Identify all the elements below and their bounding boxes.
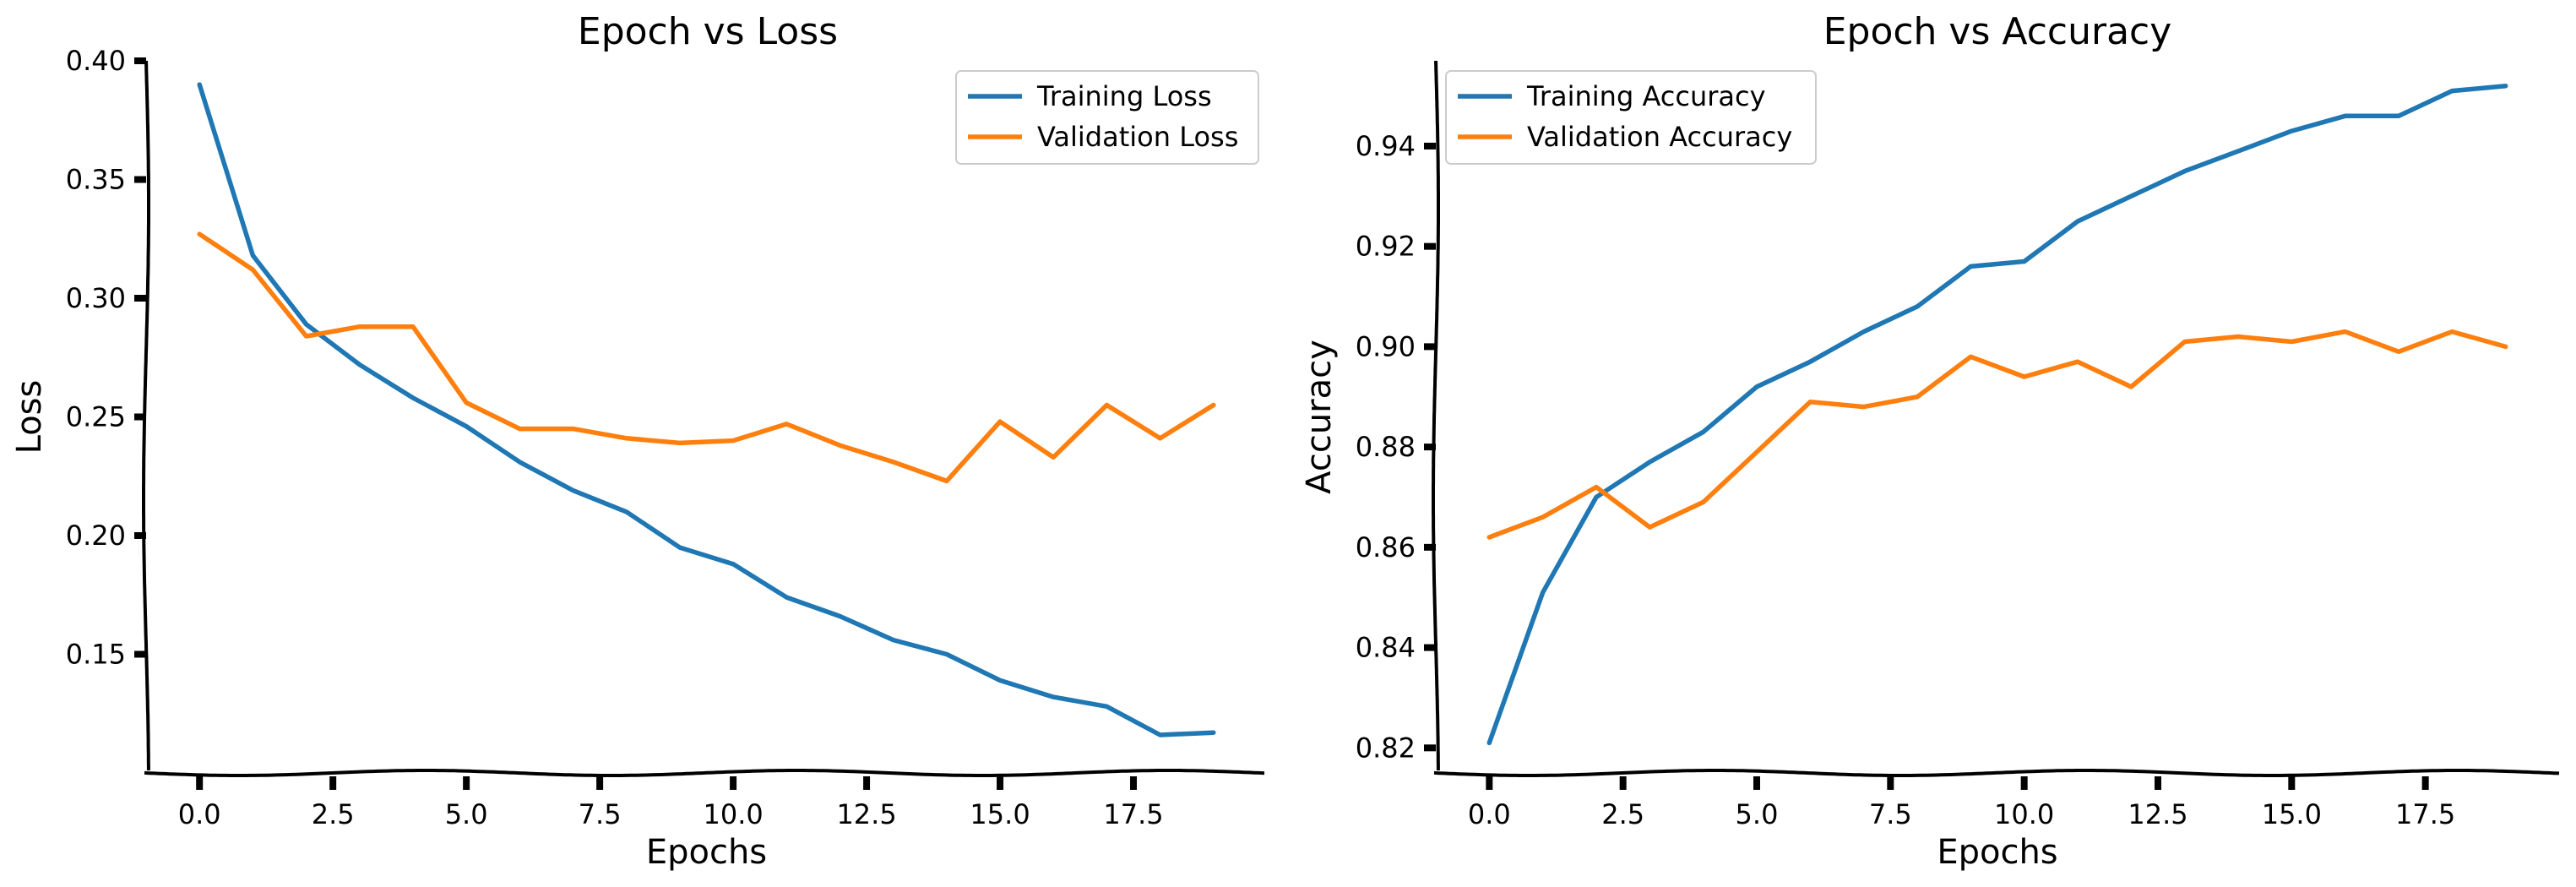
y-tick-label: 0.90 [1356, 330, 1416, 362]
x-axis-spine [144, 769, 1265, 777]
y-tick-label: 0.92 [1356, 231, 1416, 263]
y-axis-label: Loss [10, 380, 49, 454]
series-line-training-accuracy [1486, 83, 2508, 746]
y-tick-label: 0.25 [66, 401, 126, 433]
x-axis-label: Epochs [1937, 833, 2057, 872]
chart-loss: Epoch vs Loss 0.15 0.20 0.25 0.30 0.35 0.40 0.0… [10, 10, 1265, 872]
legend: Training Accuracy Validation Accuracy [1445, 70, 1817, 165]
x-tick-label: 0.0 [1468, 798, 1511, 830]
legend: Training Loss Validation Loss [955, 70, 1259, 165]
y-axis-label: Accuracy [1300, 340, 1339, 494]
x-tick-label: 12.5 [836, 798, 896, 830]
legend-label: Training Accuracy [1526, 80, 1766, 112]
x-tick-label: 0.0 [178, 798, 221, 830]
chart-accuracy: Epoch vs Accuracy 0.82 0.84 0.86 0.88 0.90 0.9… [1300, 10, 2560, 872]
x-axis-spine [1433, 769, 2560, 777]
y-tick-label: 0.15 [66, 639, 126, 671]
legend-box [955, 70, 1259, 165]
y-tick-label: 0.40 [66, 45, 126, 77]
legend-box [1445, 70, 1817, 165]
x-tick-label: 17.5 [1103, 798, 1163, 830]
chart-title: Epoch vs Accuracy [1823, 10, 2172, 53]
x-tick-label: 5.0 [1736, 798, 1779, 830]
y-tick-label: 0.94 [1356, 130, 1416, 162]
x-tick-label: 15.0 [970, 798, 1030, 830]
y-axis-spine [1432, 60, 1440, 770]
x-tick-label: 15.0 [2262, 798, 2322, 830]
x-tick-label: 5.0 [445, 798, 488, 830]
legend-label: Training Loss [1036, 80, 1212, 112]
series-line-validation-loss [197, 231, 1216, 484]
y-tick-label: 0.20 [66, 520, 126, 552]
x-tick-label: 12.5 [2128, 798, 2187, 830]
x-axis-label: Epochs [646, 833, 767, 872]
y-tick-label: 0.35 [66, 164, 126, 196]
x-tick-label: 2.5 [312, 798, 355, 830]
x-tick-label: 17.5 [2395, 798, 2455, 830]
series-line-validation-accuracy [1486, 329, 2508, 540]
legend-label: Validation Accuracy [1527, 121, 1792, 153]
x-tick-label: 7.5 [1869, 798, 1912, 830]
y-tick-label: 0.88 [1356, 431, 1416, 463]
legend-label: Validation Loss [1037, 121, 1238, 153]
series-line-training-loss [197, 82, 1216, 737]
x-tick-label: 2.5 [1601, 798, 1644, 830]
y-tick-label: 0.84 [1356, 632, 1416, 664]
y-tick-label: 0.86 [1356, 531, 1416, 563]
chart-title: Epoch vs Loss [578, 10, 838, 53]
y-tick-label: 0.30 [66, 282, 126, 314]
x-tick-label: 10.0 [1994, 798, 2054, 830]
y-tick-label: 0.82 [1356, 732, 1416, 764]
x-tick-label: 10.0 [703, 798, 763, 830]
x-tick-label: 7.5 [579, 798, 622, 830]
